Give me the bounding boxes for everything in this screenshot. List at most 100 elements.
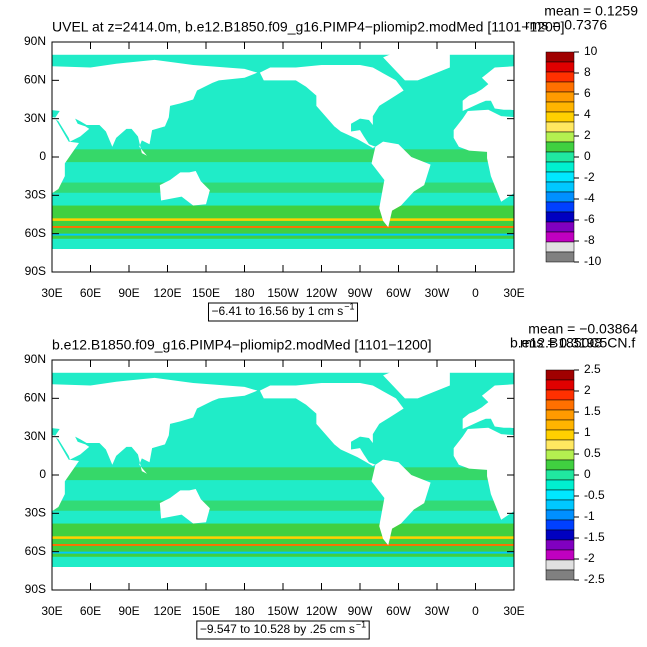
colorbar-box xyxy=(545,111,575,123)
lon-label: 90E xyxy=(118,604,139,618)
colorbar-label: 2 xyxy=(584,128,591,142)
colorbar-box xyxy=(545,241,575,253)
colorbar-box xyxy=(545,201,575,213)
lat-label: 90S xyxy=(25,582,46,596)
mean-label: mean = −0.03864 xyxy=(528,321,638,337)
colorbar-box xyxy=(545,131,575,143)
colorbar-box xyxy=(545,91,575,103)
range-note-sup: −1 xyxy=(344,301,354,311)
colorbar-box xyxy=(545,151,575,163)
panel: b.e12.B1850.f09_g16.PIMP4−pliomip2.modMe… xyxy=(24,321,638,640)
colorbar-box xyxy=(545,439,575,451)
colorbar-box xyxy=(545,519,575,531)
colorbar-label: 2 xyxy=(584,383,591,397)
colorbar-label: 6 xyxy=(584,86,591,100)
colorbar-label: -2.5 xyxy=(584,572,605,586)
lon-label: 150E xyxy=(192,604,220,618)
rms-label: rms = 0.7376 xyxy=(525,17,607,33)
colorbar-box xyxy=(545,161,575,173)
colorbar-label: -6 xyxy=(584,212,595,226)
lat-label: 30S xyxy=(25,506,46,520)
lat-label: 60N xyxy=(24,73,46,87)
lat-label: 30N xyxy=(24,429,46,443)
lon-label: 60E xyxy=(80,604,101,618)
lon-label: 30E xyxy=(503,286,524,300)
lat-label: 60S xyxy=(25,226,46,240)
colorbar-box xyxy=(545,101,575,113)
lon-label: 90E xyxy=(118,286,139,300)
colorbar-label: -1 xyxy=(584,509,595,523)
colorbar-label: 0.5 xyxy=(584,446,601,460)
lon-label: 60W xyxy=(386,604,411,618)
lon-label: 90W xyxy=(348,286,373,300)
lon-label: 150E xyxy=(192,286,220,300)
lon-label: 120E xyxy=(153,286,181,300)
title: UVEL at z=2414.0m, b.e12.B1850.f09_g16.P… xyxy=(52,19,565,35)
colorbar-label: 0 xyxy=(584,149,591,163)
colorbar-box xyxy=(545,399,575,411)
colorbar-box xyxy=(545,171,575,183)
colorbar-box xyxy=(545,71,575,83)
lon-label: 30E xyxy=(41,604,62,618)
colorbar-label: 1 xyxy=(584,425,591,439)
colorbar-box xyxy=(545,61,575,73)
colorbar-label: 10 xyxy=(584,44,598,58)
colorbar-label: 8 xyxy=(584,65,591,79)
lon-label: 0 xyxy=(472,604,479,618)
range-note: −9.547 to 10.528 by .25 cm s xyxy=(200,622,355,636)
lat-label: 30N xyxy=(24,111,46,125)
colorbar-box xyxy=(545,549,575,561)
range-note-box xyxy=(207,302,359,322)
colorbar-label: -2 xyxy=(584,551,595,565)
colorbar-box xyxy=(545,559,575,571)
range-note-sup: −1 xyxy=(356,619,366,629)
lat-label: 60N xyxy=(24,391,46,405)
lon-label: 60E xyxy=(80,286,101,300)
lat-label: 90N xyxy=(24,352,46,366)
colorbar-box xyxy=(545,459,575,471)
lon-label: 0 xyxy=(472,286,479,300)
colorbar-box xyxy=(545,409,575,421)
colorbar-box xyxy=(545,251,575,263)
lon-label: 30E xyxy=(41,286,62,300)
title: b.e12.B1850.f09_g16.PIMP4−pliomip2.modMe… xyxy=(52,337,432,353)
colorbar-box xyxy=(545,389,575,401)
lon-label: 90W xyxy=(348,604,373,618)
colorbar-box xyxy=(545,489,575,501)
colorbar-box xyxy=(545,211,575,223)
lon-label: 120W xyxy=(306,604,338,618)
colorbar-box xyxy=(545,429,575,441)
colorbar-box xyxy=(545,479,575,491)
colorbar-box xyxy=(545,499,575,511)
colorbar-label: -8 xyxy=(584,233,595,247)
colorbar-box xyxy=(545,231,575,243)
lon-label: 150W xyxy=(267,286,299,300)
colorbar-box xyxy=(545,539,575,551)
colorbar-label: 0 xyxy=(584,467,591,481)
mean-label: mean = 0.1259 xyxy=(544,3,638,19)
panel: UVEL at z=2414.0m, b.e12.B1850.f09_g16.P… xyxy=(24,3,638,322)
colorbar-label: 2.5 xyxy=(584,362,601,376)
colorbar-box xyxy=(545,529,575,541)
colorbar-label: 4 xyxy=(584,107,591,121)
lat-label: 0 xyxy=(39,467,46,481)
colorbar-box xyxy=(545,379,575,391)
lat-label: 90N xyxy=(24,34,46,48)
lon-label: 30E xyxy=(503,604,524,618)
colorbar-label: -2 xyxy=(584,170,595,184)
lat-label: 90S xyxy=(25,264,46,278)
colorbar-box xyxy=(545,191,575,203)
range-note-box xyxy=(196,620,370,640)
rms-label: rms = 0.3198 xyxy=(520,335,602,351)
colorbar-box xyxy=(545,569,575,581)
lon-label: 120E xyxy=(153,604,181,618)
colorbar-label: -0.5 xyxy=(584,488,605,502)
range-note: −6.41 to 16.56 by 1 cm s xyxy=(211,304,343,318)
overlay-label: b.e12.B1850C5CN.f xyxy=(510,335,635,351)
colorbar-box xyxy=(545,509,575,521)
colorbar-label: -1.5 xyxy=(584,530,605,544)
lon-label: 150W xyxy=(267,604,299,618)
colorbar-label: -10 xyxy=(584,254,602,268)
lon-label: 30W xyxy=(425,286,450,300)
